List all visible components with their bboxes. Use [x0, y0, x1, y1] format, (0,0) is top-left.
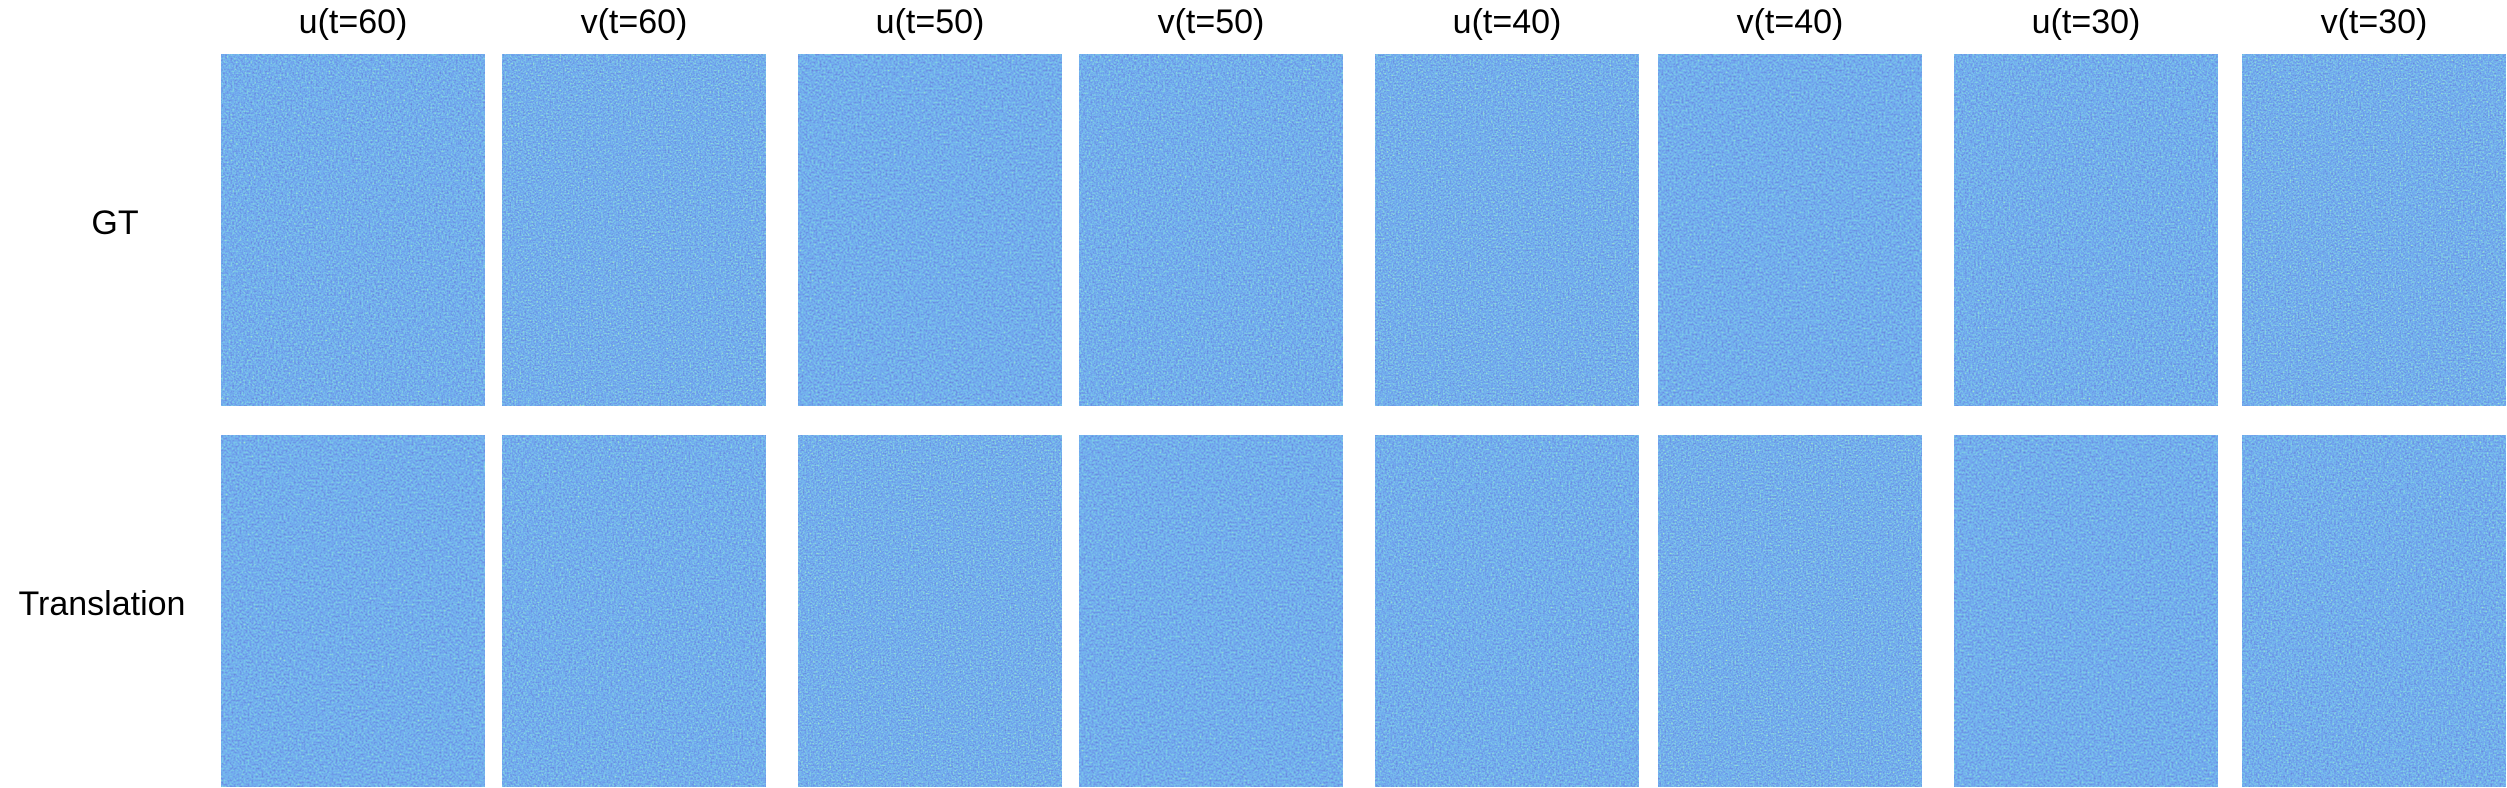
heatmap-panel: [1658, 435, 1922, 787]
heatmap-panel: [1658, 54, 1922, 406]
column-label: v(t=50): [1158, 3, 1265, 41]
heatmap-panel: [1954, 54, 2218, 406]
heatmap-panel: [2242, 435, 2506, 787]
column-label: v(t=30): [2321, 3, 2428, 41]
heatmap-panel: [502, 435, 766, 787]
row-label: GT: [91, 204, 138, 242]
column-label: u(t=60): [299, 3, 408, 41]
heatmap-panel: [1375, 435, 1639, 787]
heatmap-panel: [502, 54, 766, 406]
heatmap-panel: [1954, 435, 2218, 787]
column-label: v(t=60): [581, 3, 688, 41]
column-label: u(t=50): [876, 3, 985, 41]
heatmap-panel: [798, 435, 1062, 787]
heatmap-panel: [221, 54, 485, 406]
heatmap-panel: [798, 54, 1062, 406]
heatmap-panel: [1375, 54, 1639, 406]
heatmap-panel: [2242, 54, 2506, 406]
heatmap-panel: [221, 435, 485, 787]
column-label: u(t=30): [2032, 3, 2141, 41]
row-label: Translation: [19, 585, 186, 623]
heatmap-panel: [1079, 54, 1343, 406]
heatmap-panel: [1079, 435, 1343, 787]
column-label: u(t=40): [1453, 3, 1562, 41]
column-label: v(t=40): [1737, 3, 1844, 41]
